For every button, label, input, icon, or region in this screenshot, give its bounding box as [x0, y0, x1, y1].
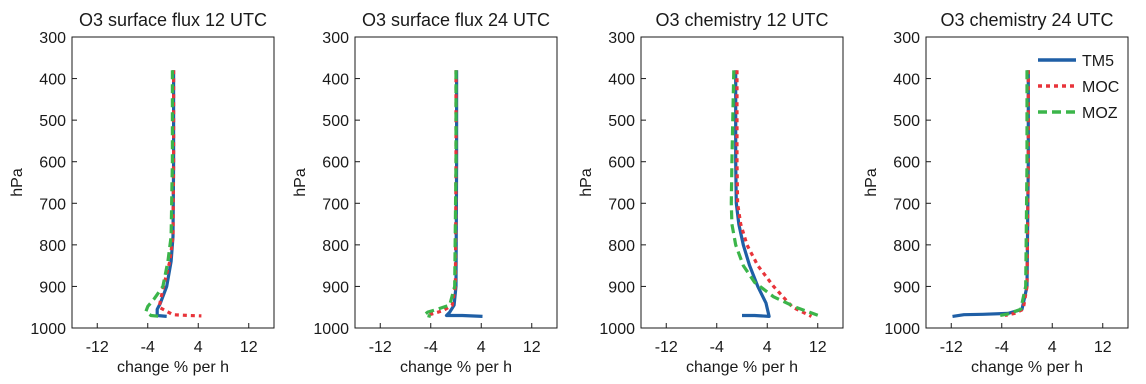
y-tick-label: 300 [322, 30, 349, 47]
y-tick-label: 700 [39, 196, 66, 213]
y-tick-label: 800 [39, 238, 66, 255]
y-tick-label: 300 [608, 30, 635, 47]
y-tick-label: 700 [608, 196, 635, 213]
y-tick-label: 400 [608, 72, 635, 89]
series-line-moc [429, 70, 458, 317]
legend-label: TM5 [1082, 53, 1114, 70]
chart-title: O3 chemistry 12 UTC [655, 10, 828, 30]
chart-panel-4: O3 chemistry 24 UTC hPa change % per h 300 4… [863, 10, 1129, 376]
x-tick-label: -12 [655, 339, 678, 356]
x-tick-label: 4 [194, 339, 203, 356]
chart-title: O3 surface flux 24 UTC [362, 10, 550, 30]
x-tick-label: -4 [710, 339, 724, 356]
x-tick-label: -12 [940, 339, 963, 356]
y-tick-label: 400 [39, 72, 66, 89]
x-axis-label: change % per h [686, 359, 798, 376]
y-tick-label: 500 [893, 113, 920, 130]
series-line-moc [1004, 70, 1030, 318]
y-tick-label: 300 [893, 30, 920, 47]
y-tick-label: 900 [39, 279, 66, 296]
x-tick-label: 12 [809, 339, 827, 356]
x-tick-label: 12 [523, 339, 541, 356]
y-tick-label: 600 [608, 155, 635, 172]
y-tick-label: 300 [39, 30, 66, 47]
legend-label: MOC [1082, 79, 1119, 96]
series-line-moz [729, 70, 822, 318]
plot-frame [71, 36, 275, 329]
series-line-tm5 [952, 70, 1030, 318]
plot-frame [640, 36, 844, 329]
chart-panel-2: O3 surface flux 24 UTC hPa change % per h 3… [292, 10, 558, 376]
x-tick-label: 4 [1048, 339, 1057, 356]
y-tick-label: 700 [893, 196, 920, 213]
y-tick-label: 800 [608, 238, 635, 255]
x-axis-label: change % per h [400, 359, 512, 376]
series-line-moz [995, 70, 1029, 318]
x-tick-label: -4 [995, 339, 1009, 356]
y-tick-label: 700 [322, 196, 349, 213]
legend: TM5 MOC MOZ [1038, 53, 1119, 122]
y-tick-label: 500 [322, 113, 349, 130]
x-tick-label: 12 [1094, 339, 1112, 356]
series-line-moc [735, 70, 813, 318]
y-axis-label: hPa [292, 168, 309, 197]
y-tick-label: 1000 [599, 321, 635, 338]
series-line-moz [422, 70, 458, 318]
series-line-tm5 [734, 70, 771, 318]
y-axis-label: hPa [863, 168, 880, 197]
y-tick-label: 800 [322, 238, 349, 255]
y-tick-label: 900 [893, 279, 920, 296]
y-tick-label: 400 [893, 72, 920, 89]
series-line-moz [144, 70, 174, 318]
y-tick-label: 500 [608, 113, 635, 130]
y-axis-label: hPa [578, 168, 595, 197]
y-tick-label: 800 [893, 238, 920, 255]
x-axis-label: change % per h [117, 359, 229, 376]
series-line-tm5 [444, 70, 483, 318]
y-tick-label: 600 [322, 155, 349, 172]
chart-title: O3 surface flux 12 UTC [79, 10, 267, 30]
plot-frame [925, 36, 1129, 329]
y-tick-label: 1000 [313, 321, 349, 338]
y-tick-label: 1000 [884, 321, 920, 338]
y-tick-label: 500 [39, 113, 66, 130]
chart-panel-1: O3 surface flux 12 UTC hPa change % per h 3… [9, 10, 275, 376]
x-tick-label: 12 [240, 339, 258, 356]
x-tick-label: -12 [86, 339, 109, 356]
y-axis-label: hPa [9, 168, 26, 197]
x-tick-label: 4 [477, 339, 486, 356]
y-tick-label: 600 [39, 155, 66, 172]
x-tick-label: -4 [141, 339, 155, 356]
plot-frame [354, 36, 558, 329]
y-tick-label: 900 [322, 279, 349, 296]
chart-panel-3: O3 chemistry 12 UTC hPa change % per h 300 4… [578, 10, 844, 376]
x-tick-label: 4 [763, 339, 772, 356]
chart-title: O3 chemistry 24 UTC [940, 10, 1113, 30]
x-tick-label: -4 [424, 339, 438, 356]
y-tick-label: 400 [322, 72, 349, 89]
legend-label: MOZ [1082, 105, 1118, 122]
x-axis-label: change % per h [971, 359, 1083, 376]
y-tick-label: 1000 [30, 321, 66, 338]
series-line-moc [157, 70, 202, 318]
x-tick-label: -12 [369, 339, 392, 356]
y-tick-label: 900 [608, 279, 635, 296]
y-tick-label: 600 [893, 155, 920, 172]
